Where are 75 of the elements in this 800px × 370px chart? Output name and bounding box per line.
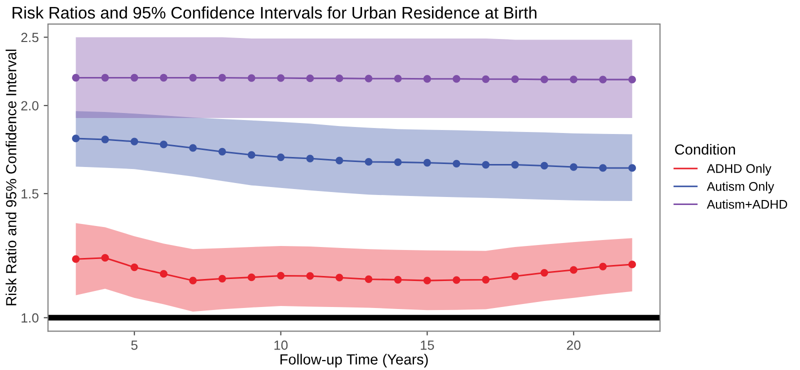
y-tick-label: 2.5	[21, 32, 38, 42]
point	[72, 255, 80, 263]
x-tick-label: 10	[274, 340, 288, 350]
point	[189, 144, 197, 152]
point	[423, 276, 432, 284]
point	[599, 76, 607, 84]
point	[482, 276, 490, 284]
point	[189, 276, 197, 284]
chart-title: Risk Ratios and 95% Confidence Intervals for Urban Residence at Birth	[12, 6, 536, 19]
x-tick-label: 15	[420, 340, 434, 350]
y-tick-label: 2.0	[21, 101, 38, 110]
point	[248, 74, 256, 82]
point	[628, 164, 636, 172]
point	[511, 272, 519, 280]
point	[276, 153, 285, 162]
point	[423, 158, 432, 167]
point	[72, 74, 80, 82]
y-tick-label: 1.0	[22, 313, 38, 323]
point	[160, 74, 168, 82]
point	[276, 74, 285, 82]
point	[276, 272, 285, 280]
point	[482, 75, 490, 83]
y-axis-title: Risk Ratio and 95% Confidence Interval	[6, 50, 16, 306]
point	[218, 274, 226, 282]
point	[599, 164, 607, 172]
point	[306, 272, 314, 280]
point	[336, 274, 344, 282]
point	[160, 270, 168, 278]
point	[452, 276, 460, 284]
point	[570, 266, 578, 274]
point	[248, 274, 256, 282]
point	[130, 74, 138, 82]
point	[306, 154, 314, 162]
point	[452, 160, 460, 168]
point	[423, 75, 432, 83]
point	[394, 276, 402, 284]
point	[101, 74, 109, 82]
point	[628, 76, 636, 84]
point	[452, 75, 460, 83]
point	[101, 254, 109, 262]
legend-label: Autism+ADHD	[706, 200, 788, 209]
point	[364, 74, 372, 82]
point	[570, 163, 578, 171]
x-axis-title: Follow-up Time (Years)	[280, 354, 428, 368]
point	[511, 75, 519, 83]
point	[394, 158, 402, 166]
point	[130, 138, 138, 146]
point	[248, 151, 256, 159]
point	[336, 156, 344, 164]
point	[628, 260, 636, 268]
point	[570, 76, 578, 84]
point	[130, 263, 138, 272]
legend-label: Autism Only	[706, 182, 774, 194]
point	[511, 160, 519, 169]
point	[336, 74, 344, 82]
legend-title: Condition	[675, 144, 735, 155]
point	[599, 262, 607, 270]
x-tick-label: 5	[131, 340, 138, 350]
point	[540, 162, 548, 170]
point	[101, 136, 109, 144]
point	[160, 140, 168, 148]
legend-label: ADHD Only	[706, 164, 772, 176]
point	[189, 74, 197, 82]
point	[306, 74, 314, 82]
y-tick-label: 1.5	[22, 189, 38, 198]
point	[218, 74, 226, 82]
point	[540, 268, 548, 277]
point	[72, 134, 80, 142]
point	[394, 74, 402, 82]
point	[540, 76, 548, 84]
point	[218, 148, 226, 156]
point	[482, 160, 490, 169]
point	[364, 158, 372, 166]
point	[364, 275, 372, 284]
x-tick-label: 20	[566, 340, 580, 350]
